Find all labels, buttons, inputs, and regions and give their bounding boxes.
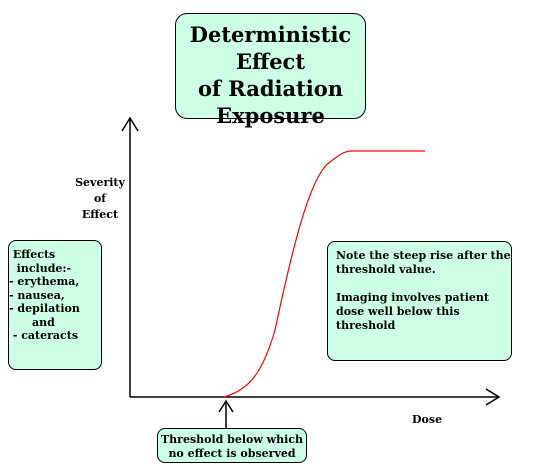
- dose-response-curve: [223, 150, 425, 398]
- y-axis-arrowhead: [121, 116, 139, 132]
- effects-line: - erythema,: [9, 275, 80, 288]
- note-box: Note the steep rise after the threshold …: [327, 241, 512, 361]
- title-line-1: Deterministic Effect: [189, 22, 352, 74]
- threshold-line-2: no effect is observed: [168, 447, 296, 460]
- effects-line: and: [9, 315, 55, 329]
- effects-box: Effects include:- - erythema, - nausea, …: [8, 240, 102, 370]
- title-box: Deterministic Effect of Radiation Exposu…: [175, 13, 366, 128]
- note-paragraph-imaging: Imaging involves patient dose well below…: [336, 291, 489, 332]
- title-line-3: Exposure: [216, 103, 325, 128]
- y-axis-label: Severity of Effect: [70, 175, 130, 223]
- note-paragraph-threshold: Note the steep rise after the threshold …: [336, 249, 511, 276]
- threshold-arrowhead: [218, 399, 234, 413]
- effects-line: - depilation: [9, 302, 80, 315]
- effects-line: Effects: [9, 248, 56, 261]
- effects-line: - nausea,: [9, 288, 65, 302]
- title-line-2: of Radiation: [197, 76, 344, 101]
- y-axis-label-line-3: Effect: [81, 208, 119, 221]
- y-axis-label-line-2: of: [93, 192, 107, 205]
- y-axis-label-line-1: Severity: [75, 176, 125, 189]
- effects-line: - cateracts: [9, 329, 79, 342]
- threshold-line-1: Threshold below which: [160, 433, 304, 446]
- x-axis-arrowhead: [485, 388, 501, 406]
- effects-line: include:-: [9, 261, 72, 275]
- threshold-box: Threshold below which no effect is obser…: [157, 428, 307, 463]
- x-axis-label: Dose: [412, 413, 443, 426]
